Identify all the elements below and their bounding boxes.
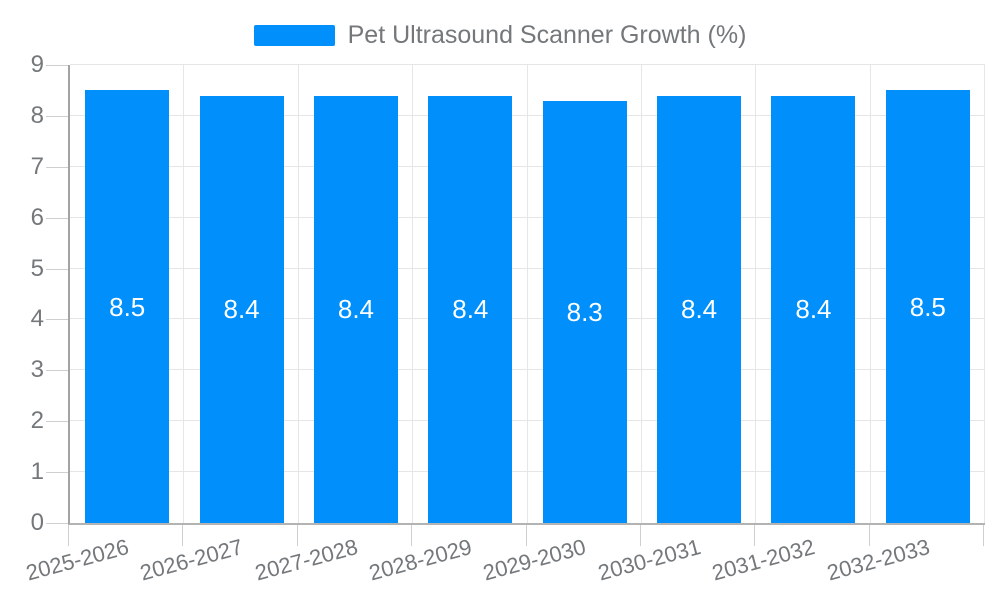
y-axis-label: 9 xyxy=(30,51,44,78)
y-gridline xyxy=(70,114,985,116)
bar-value-label: 8.4 xyxy=(223,294,260,325)
y-gridline xyxy=(70,165,985,167)
y-axis-tick xyxy=(46,370,68,372)
y-axis-tick xyxy=(46,115,68,117)
y-axis-label: 0 xyxy=(30,509,44,536)
x-axis-tick xyxy=(296,525,298,546)
bar[interactable]: 8.4 xyxy=(313,95,398,523)
y-gridline xyxy=(70,318,985,320)
x-axis-tick xyxy=(182,525,184,546)
x-axis-label: 2028-2029 xyxy=(366,534,475,586)
y-axis-label: 6 xyxy=(30,203,44,231)
x-axis-label: 2029-2030 xyxy=(480,534,589,586)
x-axis-tick xyxy=(525,525,527,546)
bar-value-label: 8.4 xyxy=(337,294,375,325)
y-axis-label: 3 xyxy=(30,356,44,384)
y-axis-tick xyxy=(46,523,68,524)
bar[interactable]: 8.4 xyxy=(199,95,284,523)
y-axis-label: 7 xyxy=(30,152,44,180)
chart-legend[interactable]: Pet Ultrasound Scanner Growth (%) xyxy=(0,21,1000,50)
y-gridline xyxy=(70,420,985,422)
y-axis-tick xyxy=(46,166,68,168)
bar-value-label: 8.4 xyxy=(795,294,832,325)
y-gridline xyxy=(70,64,985,65)
y-axis-label: 4 xyxy=(30,305,44,333)
x-axis-label: 2030-2031 xyxy=(595,534,704,586)
bar-value-label: 8.4 xyxy=(680,294,718,325)
x-axis-tick xyxy=(639,525,641,546)
x-gridline xyxy=(183,65,185,523)
bar[interactable]: 8.4 xyxy=(771,95,856,523)
bar[interactable]: 8.4 xyxy=(428,95,513,523)
y-axis-label: 8 xyxy=(30,101,44,129)
bar[interactable]: 8.5 xyxy=(885,90,970,523)
plot-area: 8.5 8.4 8.4 8.4 8.3 8.4 8.4 8.5 xyxy=(68,64,985,525)
y-axis-tick xyxy=(46,319,68,321)
x-gridline xyxy=(640,65,642,523)
y-gridline xyxy=(70,471,985,473)
y-gridline xyxy=(70,267,985,269)
x-axis-label: 2027-2028 xyxy=(252,534,361,586)
x-gridline xyxy=(526,65,528,523)
x-gridline xyxy=(297,65,299,523)
x-axis-label: 2032-2033 xyxy=(823,534,933,586)
x-axis-tick xyxy=(983,525,984,546)
legend-label: Pet Ultrasound Scanner Growth (%) xyxy=(347,21,747,49)
y-axis-label: 2 xyxy=(30,407,44,435)
bar[interactable]: 8.4 xyxy=(657,95,742,523)
y-axis-label: 1 xyxy=(30,458,44,486)
y-axis-tick xyxy=(46,421,68,423)
bar[interactable]: 8.3 xyxy=(542,100,627,523)
y-axis-tick xyxy=(46,65,68,66)
x-gridline xyxy=(984,65,985,523)
x-axis-label: 2031-2032 xyxy=(709,534,818,586)
y-gridline xyxy=(70,369,985,371)
bar[interactable]: 8.5 xyxy=(85,90,170,523)
y-axis-tick xyxy=(46,217,68,219)
legend-swatch xyxy=(253,25,335,46)
y-axis-label: 5 xyxy=(30,254,44,282)
x-axis-label: 2026-2027 xyxy=(137,534,246,586)
y-axis-tick xyxy=(46,268,68,270)
x-axis-tick xyxy=(754,525,756,546)
bar-value-label: 8.4 xyxy=(452,294,489,325)
x-axis-label: 2025-2026 xyxy=(23,534,132,586)
bar-value-label: 8.5 xyxy=(109,291,146,322)
y-gridline xyxy=(70,216,985,218)
x-axis-tick xyxy=(68,525,69,546)
x-gridline xyxy=(755,65,757,523)
bar-value-label: 8.3 xyxy=(566,296,603,327)
x-axis-tick xyxy=(868,525,870,546)
y-axis-tick xyxy=(46,472,68,474)
bar-value-label: 8.5 xyxy=(909,291,946,322)
x-axis-tick xyxy=(411,525,413,546)
x-gridline xyxy=(869,65,871,523)
x-gridline xyxy=(412,65,414,523)
